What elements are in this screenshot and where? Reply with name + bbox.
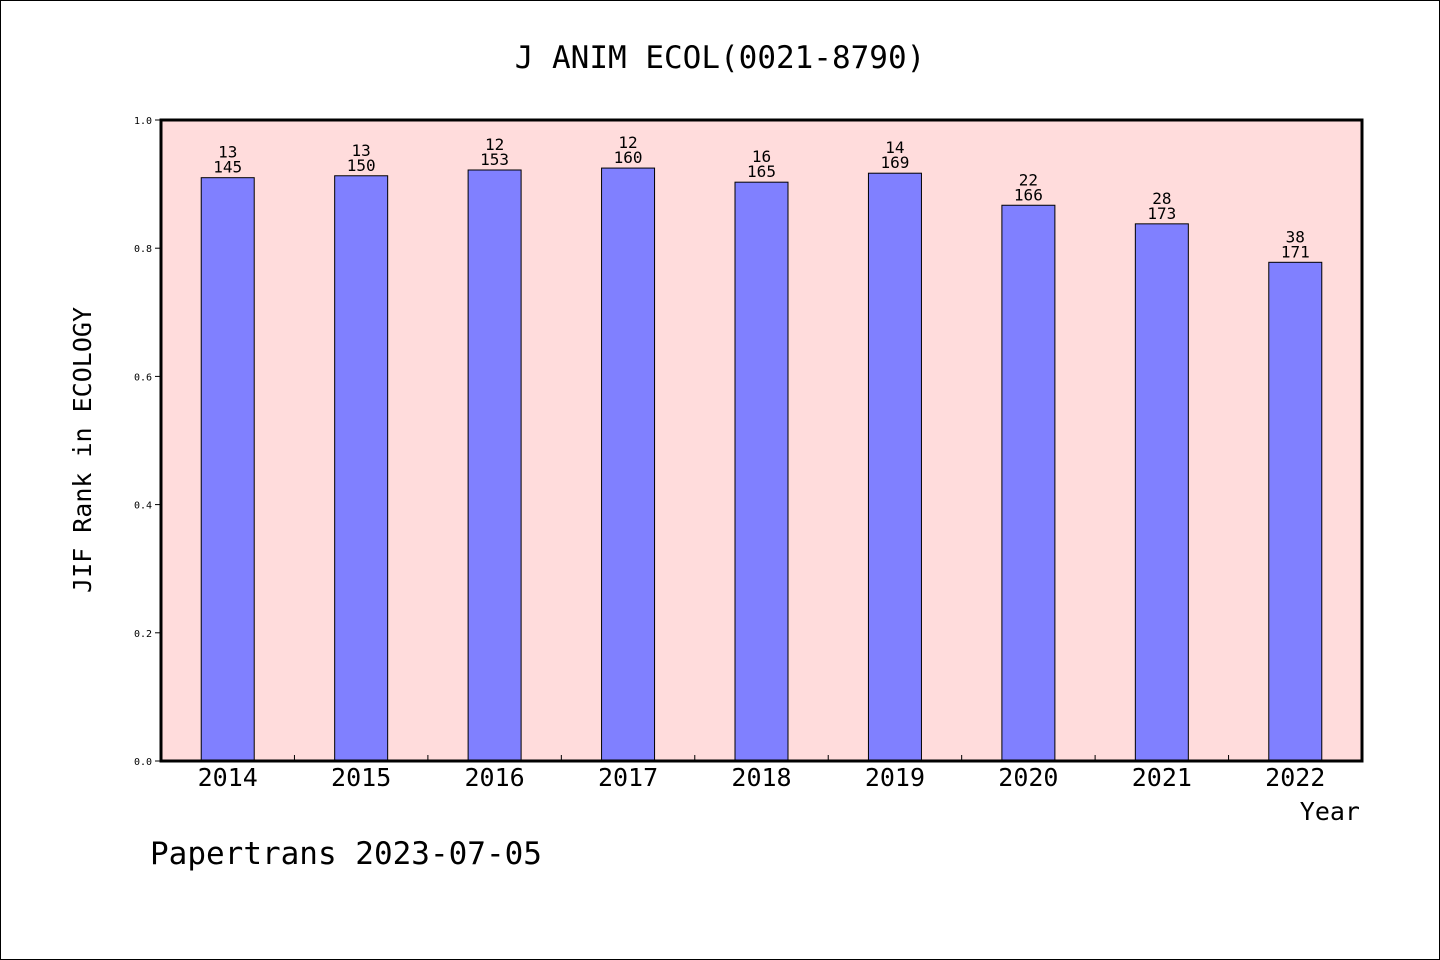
bar-total-label: 150 [347,156,376,175]
bar-rank-label: 12 [618,133,637,152]
x-tick-label: 2014 [198,763,258,792]
bar-rank-label: 12 [485,135,504,154]
bar-total-label: 153 [480,150,509,169]
bar-rank-label: 38 [1286,227,1305,246]
bar [200,177,255,762]
x-tick-labels: 2014 2015 2016 2017 2018 2019 2020 2021 2022 [198,763,1326,792]
x-tick-label: 2019 [865,763,925,792]
bar [334,175,389,762]
bar-total-label: 171 [1281,242,1310,261]
x-tick-label: 2021 [1132,763,1192,792]
y-tick-label: 1.0 [134,116,152,127]
plot-border [159,118,1364,763]
chart-title: J ANIM ECOL(0021-8790) [515,40,926,76]
bar-total-label: 173 [1147,204,1176,223]
bar [601,167,656,762]
x-tick-label: 2020 [998,763,1058,792]
bar-rank-label: 22 [1019,170,1038,189]
bar-total-label: 160 [614,148,643,167]
footer-credit: Papertrans 2023-07-05 [150,836,542,872]
bar [1001,204,1056,762]
bar [867,172,922,762]
bar [1268,261,1323,762]
bar-rank-label: 14 [885,138,904,157]
y-axis: 0.0 0.2 0.4 0.6 0.8 1.0 [134,116,161,768]
y-tick-label: 0.8 [134,244,152,255]
bar-total-label: 165 [747,162,776,181]
y-tick-label: 0.2 [134,629,152,640]
x-tick-label: 2022 [1265,763,1325,792]
bar [467,169,522,762]
x-tick-label: 2017 [598,763,658,792]
y-tick-label: 0.0 [134,757,152,768]
bar-series [200,167,1323,762]
y-axis-label: JIF Rank in ECOLOGY [68,307,97,593]
x-tick-label: 2016 [465,763,525,792]
y-tick-label: 0.4 [134,501,152,512]
x-tick-label: 2015 [331,763,391,792]
bar-total-label: 166 [1014,185,1043,204]
bar [1134,223,1189,762]
bar-rank-label: 13 [352,141,371,160]
bar-rank-label: 28 [1152,189,1171,208]
bar-rank-label: 13 [218,143,237,162]
x-axis-label: Year [1300,797,1360,826]
bar [734,181,789,762]
y-tick-label: 0.6 [134,372,152,383]
bar-total-label: 169 [880,153,909,172]
bar-rank-label: 16 [752,147,771,166]
x-tick-label: 2018 [731,763,791,792]
bar-total-label: 145 [213,158,242,177]
